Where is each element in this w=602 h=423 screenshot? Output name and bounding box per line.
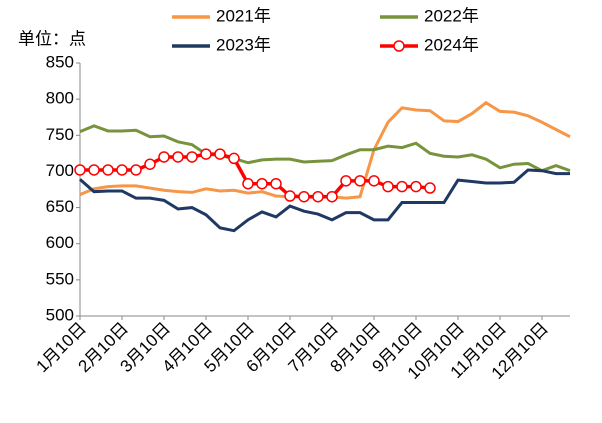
point-marker [144,158,156,170]
point-marker [298,190,310,203]
point-marker [186,151,198,163]
legend-label: 2023年 [216,35,271,54]
legend-label: 2022年 [424,6,479,25]
y-tick-label: 600 [46,233,74,252]
series-line [79,168,570,233]
point-marker [326,190,338,203]
y-axis-label: 单位：点 [18,29,86,48]
y-tick-label: 650 [46,197,74,216]
point-marker [102,164,114,176]
point-marker [396,180,408,193]
point-marker [410,180,422,193]
series-line [79,124,571,173]
point-marker [158,151,170,163]
point-marker [340,175,352,187]
y-tick-label: 800 [46,89,74,108]
y-tick-label: 700 [46,161,74,180]
point-marker [172,151,184,163]
point-marker [130,164,142,176]
point-marker [228,152,240,165]
point-marker [88,164,100,176]
point-marker [200,148,212,160]
point-marker [284,190,296,202]
point-marker [214,148,226,160]
y-tick-label: 850 [46,52,74,71]
point-marker [74,164,86,176]
point-marker [270,177,282,190]
point-marker [312,190,324,203]
legend-label: 2021年 [216,6,271,25]
point-marker [424,182,436,194]
y-tick-label: 500 [46,305,74,324]
legend-label: 2024年 [424,35,479,54]
point-marker [116,164,128,176]
point-marker [382,180,394,193]
legend: 2021年 2022年 2023年 2024年 [172,6,479,54]
legend-marker [393,40,405,52]
point-marker [256,177,268,190]
y-tick-label: 750 [46,125,74,144]
point-marker [242,177,254,190]
point-marker [368,175,380,187]
y-tick-label: 550 [46,269,74,288]
point-marker [354,175,366,187]
